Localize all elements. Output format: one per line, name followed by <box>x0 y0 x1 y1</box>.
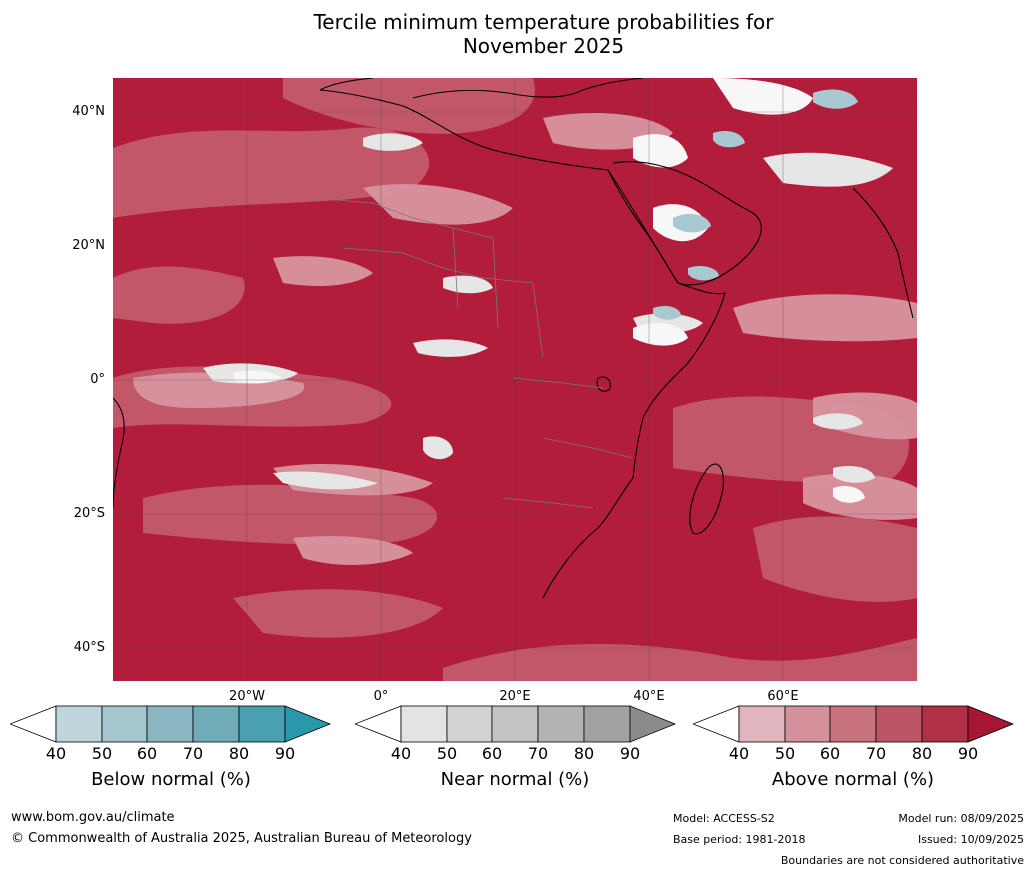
below-arrow-right <box>284 705 332 743</box>
coastlines <box>113 78 914 599</box>
near-tick-80: 80 <box>573 744 595 763</box>
above-normal-colorbar <box>693 705 1015 743</box>
near-swatch-4 <box>537 705 585 743</box>
lat-label-40n: 40°N <box>72 104 105 119</box>
graticule <box>113 78 917 681</box>
above-normal-light-patches <box>133 113 917 565</box>
lon-label-20e: 20°E <box>499 689 531 704</box>
model-run-text: Model run: 08/09/2025 <box>898 812 1024 825</box>
below-tick-60: 60 <box>136 744 158 763</box>
below-tick-40: 40 <box>45 744 67 763</box>
below-swatch-3 <box>146 705 194 743</box>
below-swatch-5 <box>238 705 286 743</box>
arabian-coastline <box>612 161 762 286</box>
map-title: Tercile minimum temperature probabilitie… <box>0 10 1035 58</box>
issued-text: Issued: 10/09/2025 <box>917 833 1024 846</box>
india-coastline <box>852 187 914 319</box>
below-swatch-4 <box>192 705 240 743</box>
near-swatch-5 <box>583 705 631 743</box>
title-line-1: Tercile minimum temperature probabilitie… <box>313 10 774 34</box>
lon-label-20w: 20°W <box>229 689 265 704</box>
above-swatch-4 <box>875 705 923 743</box>
africa-coastline <box>319 89 726 599</box>
below-normal-patches <box>653 89 858 320</box>
madagascar <box>689 463 724 535</box>
near-arrow-right <box>629 705 677 743</box>
near-tick-70: 70 <box>527 744 549 763</box>
title-line-2: November 2025 <box>462 34 625 58</box>
below-swatch-2 <box>101 705 148 743</box>
below-tick-90: 90 <box>274 744 296 763</box>
above-tick-40: 40 <box>728 744 750 763</box>
country-borders <box>312 197 634 509</box>
boundaries-note: Boundaries are not considered authoritat… <box>780 854 1024 867</box>
above-swatch-2 <box>784 705 831 743</box>
near-swatch-3 <box>491 705 539 743</box>
above-swatch-1 <box>738 705 786 743</box>
below-tick-80: 80 <box>228 744 250 763</box>
lat-label-40s: 40°S <box>73 640 105 655</box>
near-arrow-left <box>355 705 402 743</box>
above-normal-label: Above normal (%) <box>771 769 935 790</box>
above-tick-50: 50 <box>774 744 796 763</box>
lat-label-0: 0° <box>90 372 105 387</box>
near-tick-90: 90 <box>619 744 641 763</box>
near-swatch-2 <box>446 705 493 743</box>
near-tick-50: 50 <box>436 744 458 763</box>
below-normal-colorbar <box>10 705 332 743</box>
near-normal-colorbar <box>355 705 677 743</box>
model-text: Model: ACCESS-S2 <box>673 812 775 825</box>
red-sea <box>607 169 679 284</box>
south-america <box>113 397 125 509</box>
above-swatch-5 <box>921 705 969 743</box>
probability-map <box>113 78 917 681</box>
below-arrow-left <box>10 705 57 743</box>
above-arrow-left <box>693 705 740 743</box>
above-arrow-right <box>967 705 1015 743</box>
near-normal-patches <box>203 133 893 490</box>
above-tick-80: 80 <box>911 744 933 763</box>
lon-label-0: 0° <box>373 689 389 704</box>
below-tick-50: 50 <box>91 744 113 763</box>
near-tick-40: 40 <box>390 744 412 763</box>
near-tick-60: 60 <box>481 744 503 763</box>
europe-coastline <box>319 78 644 99</box>
base-period-text: Base period: 1981-2018 <box>673 833 806 846</box>
below-swatch-1 <box>55 705 103 743</box>
above-tick-90: 90 <box>957 744 979 763</box>
above-swatch-3 <box>829 705 877 743</box>
website-link[interactable]: www.bom.gov.au/climate <box>11 810 175 825</box>
below-tick-70: 70 <box>182 744 204 763</box>
near-swatch-1 <box>400 705 448 743</box>
lat-label-20n: 20°N <box>72 238 105 253</box>
lat-label-20s: 20°S <box>73 506 105 521</box>
below-normal-label: Below normal (%) <box>91 769 251 790</box>
lon-label-40e: 40°E <box>633 689 665 704</box>
above-tick-60: 60 <box>819 744 841 763</box>
lon-label-60e: 60°E <box>767 689 799 704</box>
lake-victoria <box>596 376 611 392</box>
above-tick-70: 70 <box>865 744 887 763</box>
near-normal-label: Near normal (%) <box>440 769 590 790</box>
copyright-text: © Commonwealth of Australia 2025, Austra… <box>11 831 472 846</box>
